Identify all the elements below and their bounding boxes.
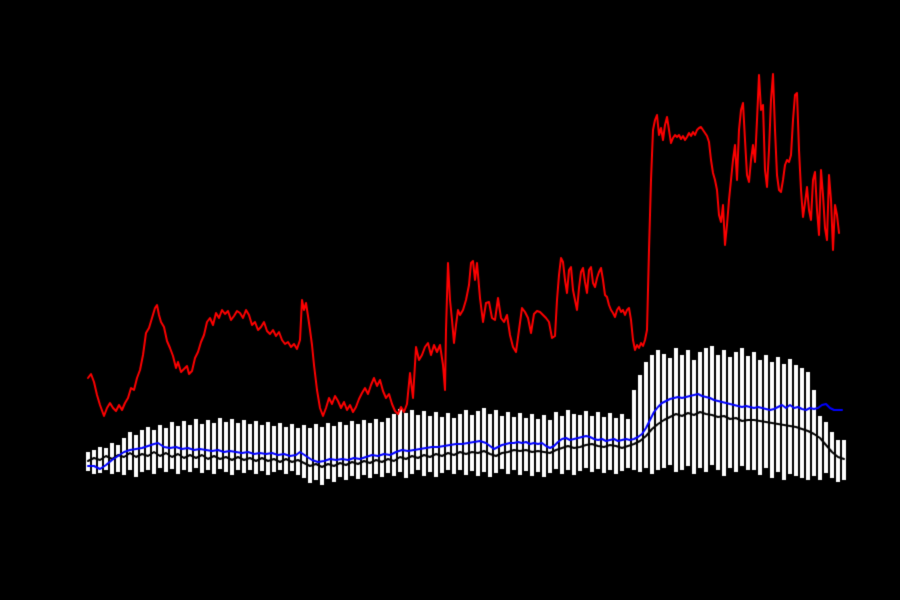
chart-figure <box>0 0 900 600</box>
chart-canvas <box>0 0 900 600</box>
